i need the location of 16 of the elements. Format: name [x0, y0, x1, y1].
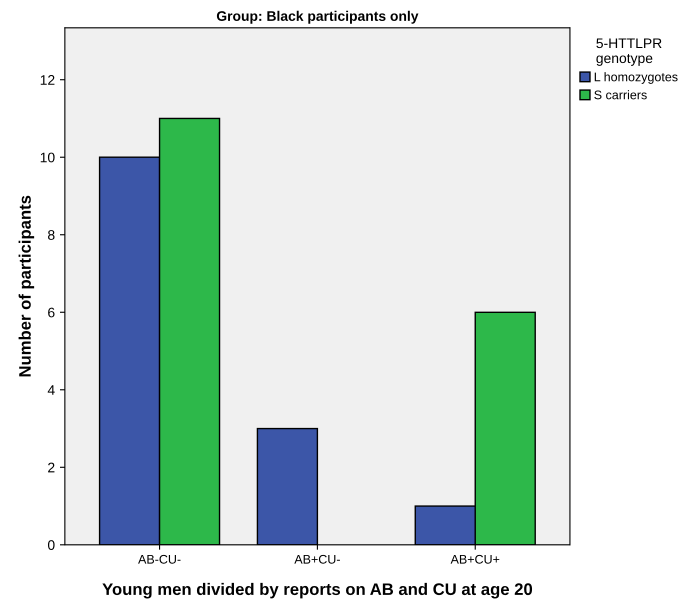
y-tick-label: 4	[48, 385, 55, 395]
x-tick-label: AB+CU-	[294, 554, 340, 564]
chart-title: Group: Black participants only	[216, 10, 418, 24]
y-tick-label: 8	[48, 230, 55, 240]
y-tick-label: 0	[48, 540, 55, 550]
x-tick-label: AB-CU-	[138, 554, 181, 564]
y-tick-label: 12	[40, 75, 54, 85]
legend-label: S carriers	[594, 90, 647, 100]
legend-title: 5-HTTLPR genotype	[596, 38, 662, 66]
x-tick-label: AB+CU+	[450, 554, 500, 564]
x-axis-title: Young men divided by reports on AB and CU at age 20	[102, 582, 532, 598]
y-tick-label: 10	[40, 152, 55, 162]
y-axis-title: Number of participants	[18, 196, 34, 376]
y-tick-label: 6	[48, 308, 55, 318]
legend-label: L homozygotes	[594, 72, 678, 84]
y-tick-label: 2	[48, 462, 54, 472]
